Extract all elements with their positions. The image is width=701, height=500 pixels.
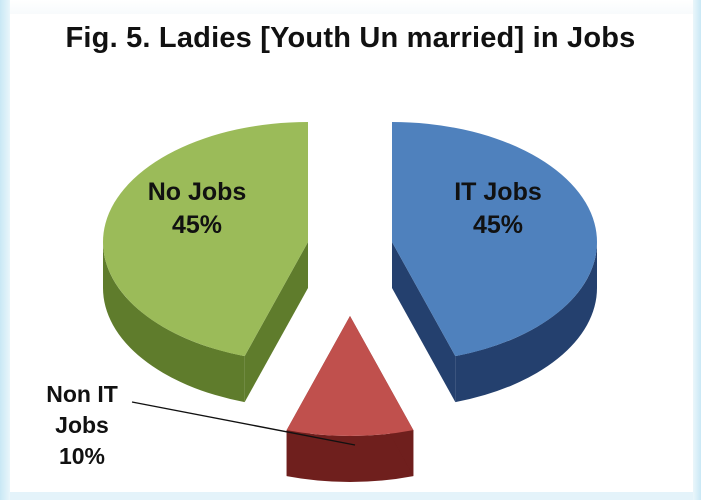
pie-tops (103, 122, 597, 436)
slice-non-it-jobs (287, 316, 414, 436)
slice-label-non-it-jobs: Non IT Jobs 10% (46, 381, 118, 469)
